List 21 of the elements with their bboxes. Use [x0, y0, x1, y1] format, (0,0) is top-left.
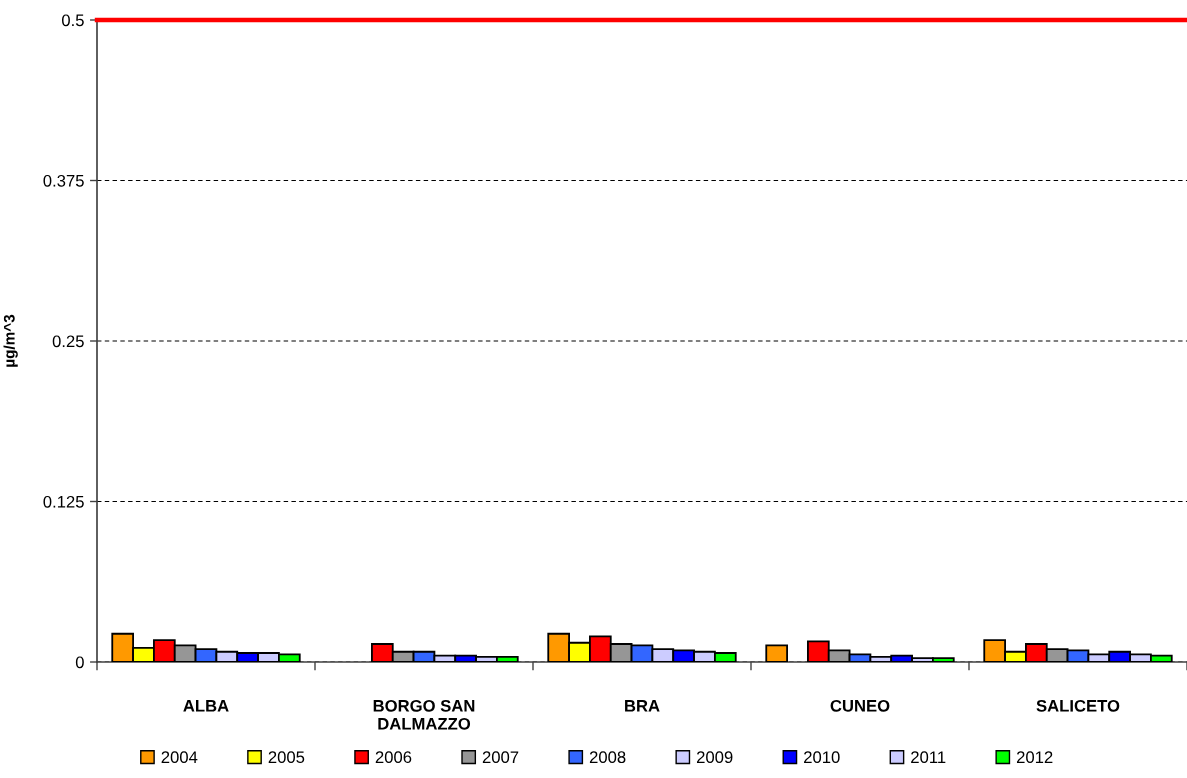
x-tick-label: CUNEO — [830, 699, 890, 712]
legend-label: 2004 — [161, 751, 198, 764]
bar — [765, 644, 788, 662]
y-tick-label: 0.5 — [61, 14, 84, 27]
legend-label: 2011 — [911, 751, 946, 764]
legend-label: 2006 — [375, 751, 412, 764]
legend-label: 2009 — [696, 751, 733, 764]
x-tick-label: BORGO SAN DALMAZZO — [373, 699, 475, 730]
y-tick-label: 0.25 — [52, 335, 84, 348]
legend-label: 2010 — [804, 751, 840, 764]
legend-label: 2008 — [589, 751, 626, 764]
legend-label: 2005 — [268, 751, 305, 764]
x-tick-label: BRA — [625, 700, 660, 712]
x-tick-label: ALBA — [183, 700, 229, 712]
legend-label: 2007 — [482, 751, 519, 764]
y-axis-title: µg/m^3 — [3, 314, 18, 367]
y-tick-label: 0.375 — [43, 174, 84, 187]
y-tick-label: 0 — [75, 656, 84, 669]
x-tick-label: SALICETO — [1036, 699, 1120, 712]
legend-label: 2012 — [1016, 751, 1053, 764]
y-tick-label: 0.125 — [43, 495, 84, 508]
